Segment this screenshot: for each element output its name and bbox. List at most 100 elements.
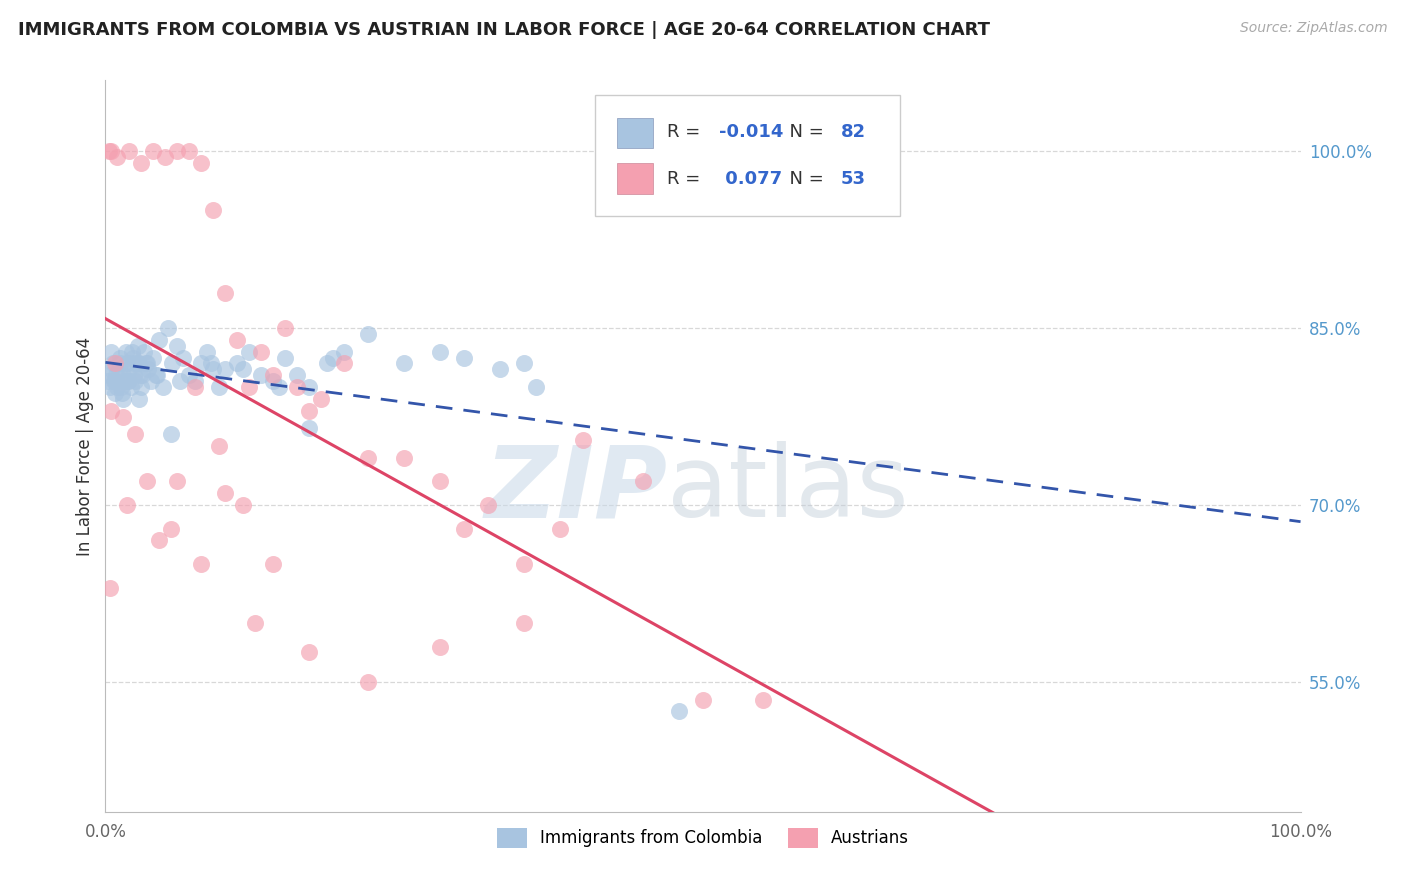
Point <box>112 368 135 383</box>
Point <box>513 615 536 630</box>
Point <box>172 351 194 365</box>
Point <box>115 498 138 512</box>
Point <box>121 344 143 359</box>
Point <box>214 486 236 500</box>
Point <box>489 362 512 376</box>
Point <box>122 356 145 370</box>
Point <box>668 705 690 719</box>
Point <box>160 427 183 442</box>
Point <box>142 144 165 158</box>
Point <box>333 344 356 359</box>
Point <box>232 498 254 512</box>
Point <box>195 344 218 359</box>
Bar <box>617 163 652 194</box>
Point <box>166 144 188 158</box>
Point <box>208 439 231 453</box>
Point <box>108 351 131 365</box>
Point <box>177 368 201 383</box>
Point <box>208 380 231 394</box>
Point <box>100 362 122 376</box>
Text: 82: 82 <box>841 123 866 141</box>
Point <box>117 374 139 388</box>
Point <box>124 427 146 442</box>
Point <box>321 351 344 365</box>
Point <box>148 533 170 548</box>
Text: ZIP: ZIP <box>484 442 666 539</box>
Point <box>184 374 207 388</box>
Point <box>190 356 212 370</box>
Point <box>129 368 152 383</box>
Point <box>297 645 319 659</box>
Point <box>262 368 284 383</box>
Point <box>162 356 184 370</box>
Point <box>132 344 155 359</box>
Point <box>104 374 127 388</box>
Text: 53: 53 <box>841 170 866 188</box>
Point <box>297 421 319 435</box>
Point <box>125 356 148 370</box>
Point <box>98 581 121 595</box>
Point <box>513 356 536 370</box>
Point <box>120 380 142 394</box>
Point <box>142 351 165 365</box>
Point <box>98 368 121 383</box>
Point <box>97 374 120 388</box>
Point <box>153 150 177 164</box>
Point <box>357 675 380 690</box>
Point <box>104 356 127 370</box>
Text: 0.077: 0.077 <box>718 170 782 188</box>
Point <box>107 380 129 394</box>
Point <box>262 374 284 388</box>
Point <box>633 475 655 489</box>
Point <box>357 326 380 341</box>
Point <box>190 557 212 571</box>
Point <box>190 156 212 170</box>
Point <box>136 356 159 370</box>
Point <box>225 356 249 370</box>
Point <box>118 362 141 376</box>
Point <box>357 450 380 465</box>
Point <box>115 356 138 370</box>
Point <box>315 356 337 370</box>
Point <box>117 374 139 388</box>
Point <box>122 368 145 383</box>
Point <box>214 362 236 376</box>
Point <box>392 450 416 465</box>
Point <box>477 498 499 512</box>
FancyBboxPatch shape <box>596 95 900 216</box>
Point <box>100 144 122 158</box>
Point <box>177 144 201 158</box>
Point <box>267 380 290 394</box>
Point <box>166 475 188 489</box>
Point <box>513 557 536 571</box>
Point <box>250 368 273 383</box>
Point <box>145 368 167 383</box>
Point <box>548 522 571 536</box>
Point <box>138 362 160 376</box>
Point <box>152 380 174 394</box>
Point <box>225 333 249 347</box>
Point <box>124 374 146 388</box>
Text: -0.014: -0.014 <box>718 123 783 141</box>
Point <box>127 339 149 353</box>
Point <box>156 321 179 335</box>
Point <box>232 362 254 376</box>
Point <box>453 351 475 365</box>
Point <box>114 344 136 359</box>
Point <box>243 615 266 630</box>
Point <box>101 356 124 370</box>
Point <box>429 344 451 359</box>
Point <box>297 403 319 417</box>
Point <box>146 368 169 383</box>
Point <box>392 356 416 370</box>
Point <box>103 374 125 388</box>
Point <box>184 380 207 394</box>
Point <box>148 333 170 347</box>
Point <box>214 285 236 300</box>
Point <box>285 380 308 394</box>
Legend: Immigrants from Colombia, Austrians: Immigrants from Colombia, Austrians <box>491 821 915 855</box>
Y-axis label: In Labor Force | Age 20-64: In Labor Force | Age 20-64 <box>76 336 94 556</box>
Point <box>262 557 284 571</box>
Point <box>111 385 134 400</box>
Point <box>105 368 128 383</box>
